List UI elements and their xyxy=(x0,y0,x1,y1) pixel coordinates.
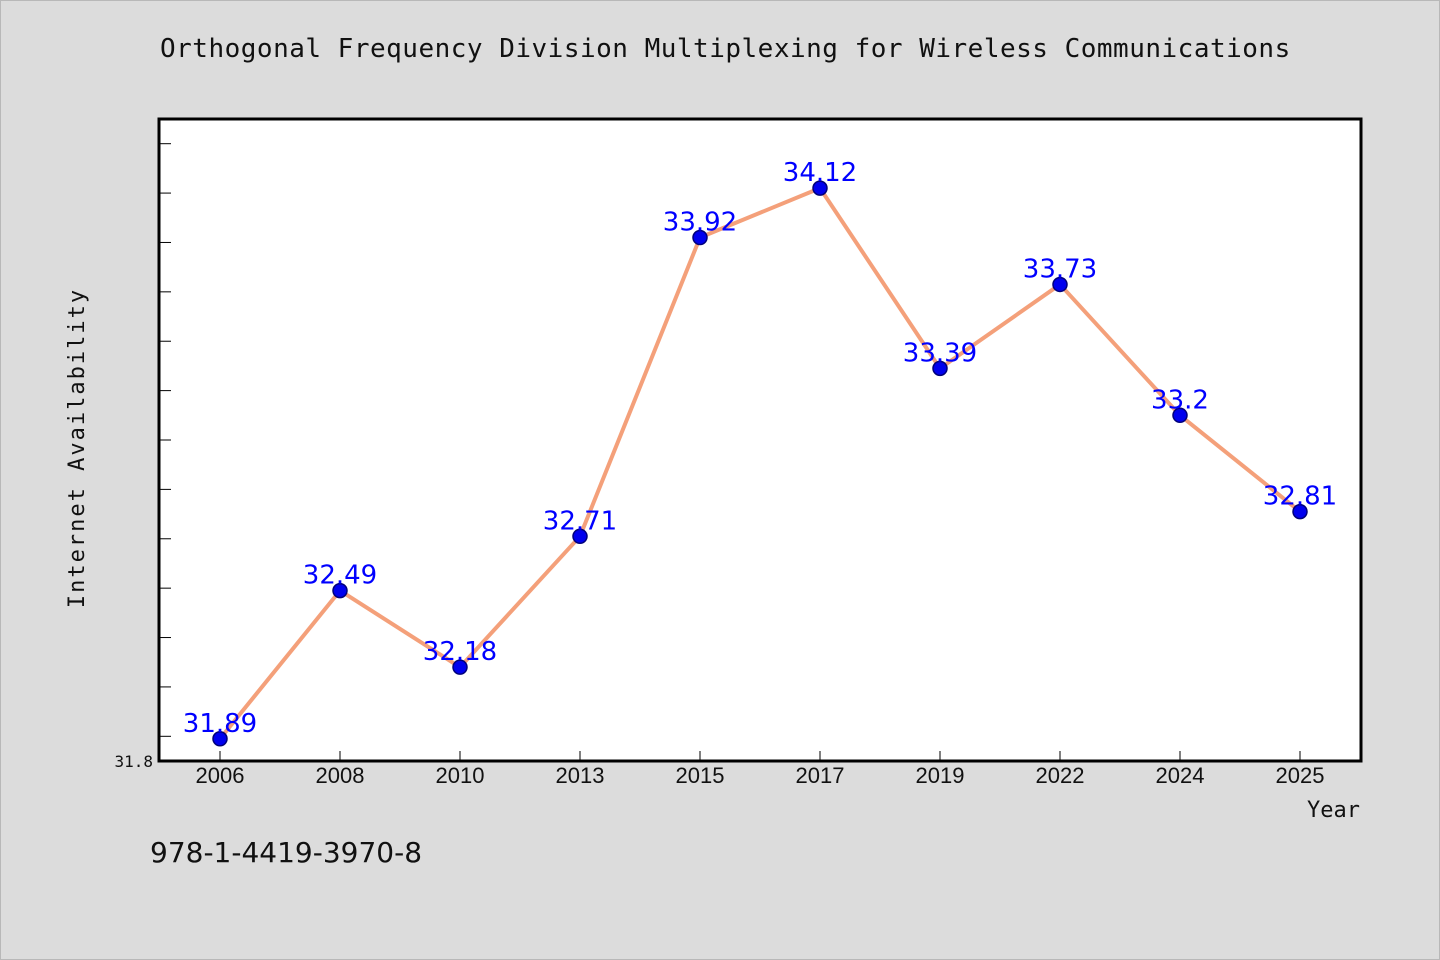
data-label: 32.71 xyxy=(543,506,617,536)
x-tick-label: 2010 xyxy=(436,763,485,788)
data-point xyxy=(452,659,468,675)
data-label: 34.12 xyxy=(783,158,857,188)
x-tick-label: 2006 xyxy=(196,763,245,788)
isbn-text: 978-1-4419-3970-8 xyxy=(150,836,423,869)
chart-title: Orthogonal Frequency Division Multiplexi… xyxy=(160,34,1291,64)
data-point xyxy=(1172,407,1188,424)
y-axis-ticks xyxy=(159,143,171,737)
data-point xyxy=(812,180,828,196)
x-tick-label: 2024 xyxy=(1156,763,1205,788)
x-tick-label: 2017 xyxy=(796,763,845,788)
x-axis-ticks: 2006 2008 2010 2013 2015 2017 2019 2022 2024 2025 xyxy=(196,751,1325,788)
data-point xyxy=(1052,276,1068,293)
x-tick-label: 2015 xyxy=(676,763,725,788)
y-axis-label: Internet Availability xyxy=(65,288,90,608)
x-tick-label: 2008 xyxy=(316,763,365,788)
data-point xyxy=(212,731,228,747)
data-point xyxy=(572,528,588,545)
data-point xyxy=(932,360,948,377)
x-axis-label: Year xyxy=(1307,798,1360,823)
data-point xyxy=(332,582,348,599)
series-line xyxy=(218,186,1302,741)
data-label: 32.49 xyxy=(303,561,377,591)
x-tick-label: 2025 xyxy=(1276,763,1325,788)
plot-area xyxy=(157,117,1363,763)
x-tick-label: 2019 xyxy=(916,763,965,788)
data-label: 33.92 xyxy=(663,208,737,238)
x-tick-label: 2013 xyxy=(556,763,605,788)
data-label: 32.81 xyxy=(1263,482,1337,512)
data-label: 33.2 xyxy=(1151,385,1209,415)
series-group: 31.89 32.49 32.18 32.71 33.92 34.12 33.39 33.73… xyxy=(183,158,1337,747)
y-tick-label: 31.8 xyxy=(114,752,153,771)
data-label: 33.73 xyxy=(1023,254,1097,284)
x-tick-label: 2022 xyxy=(1036,763,1085,788)
data-point xyxy=(692,229,708,246)
data-label: 33.39 xyxy=(903,338,977,368)
data-label: 31.89 xyxy=(183,709,257,739)
data-point xyxy=(1292,503,1308,520)
data-label: 32.18 xyxy=(423,637,497,667)
